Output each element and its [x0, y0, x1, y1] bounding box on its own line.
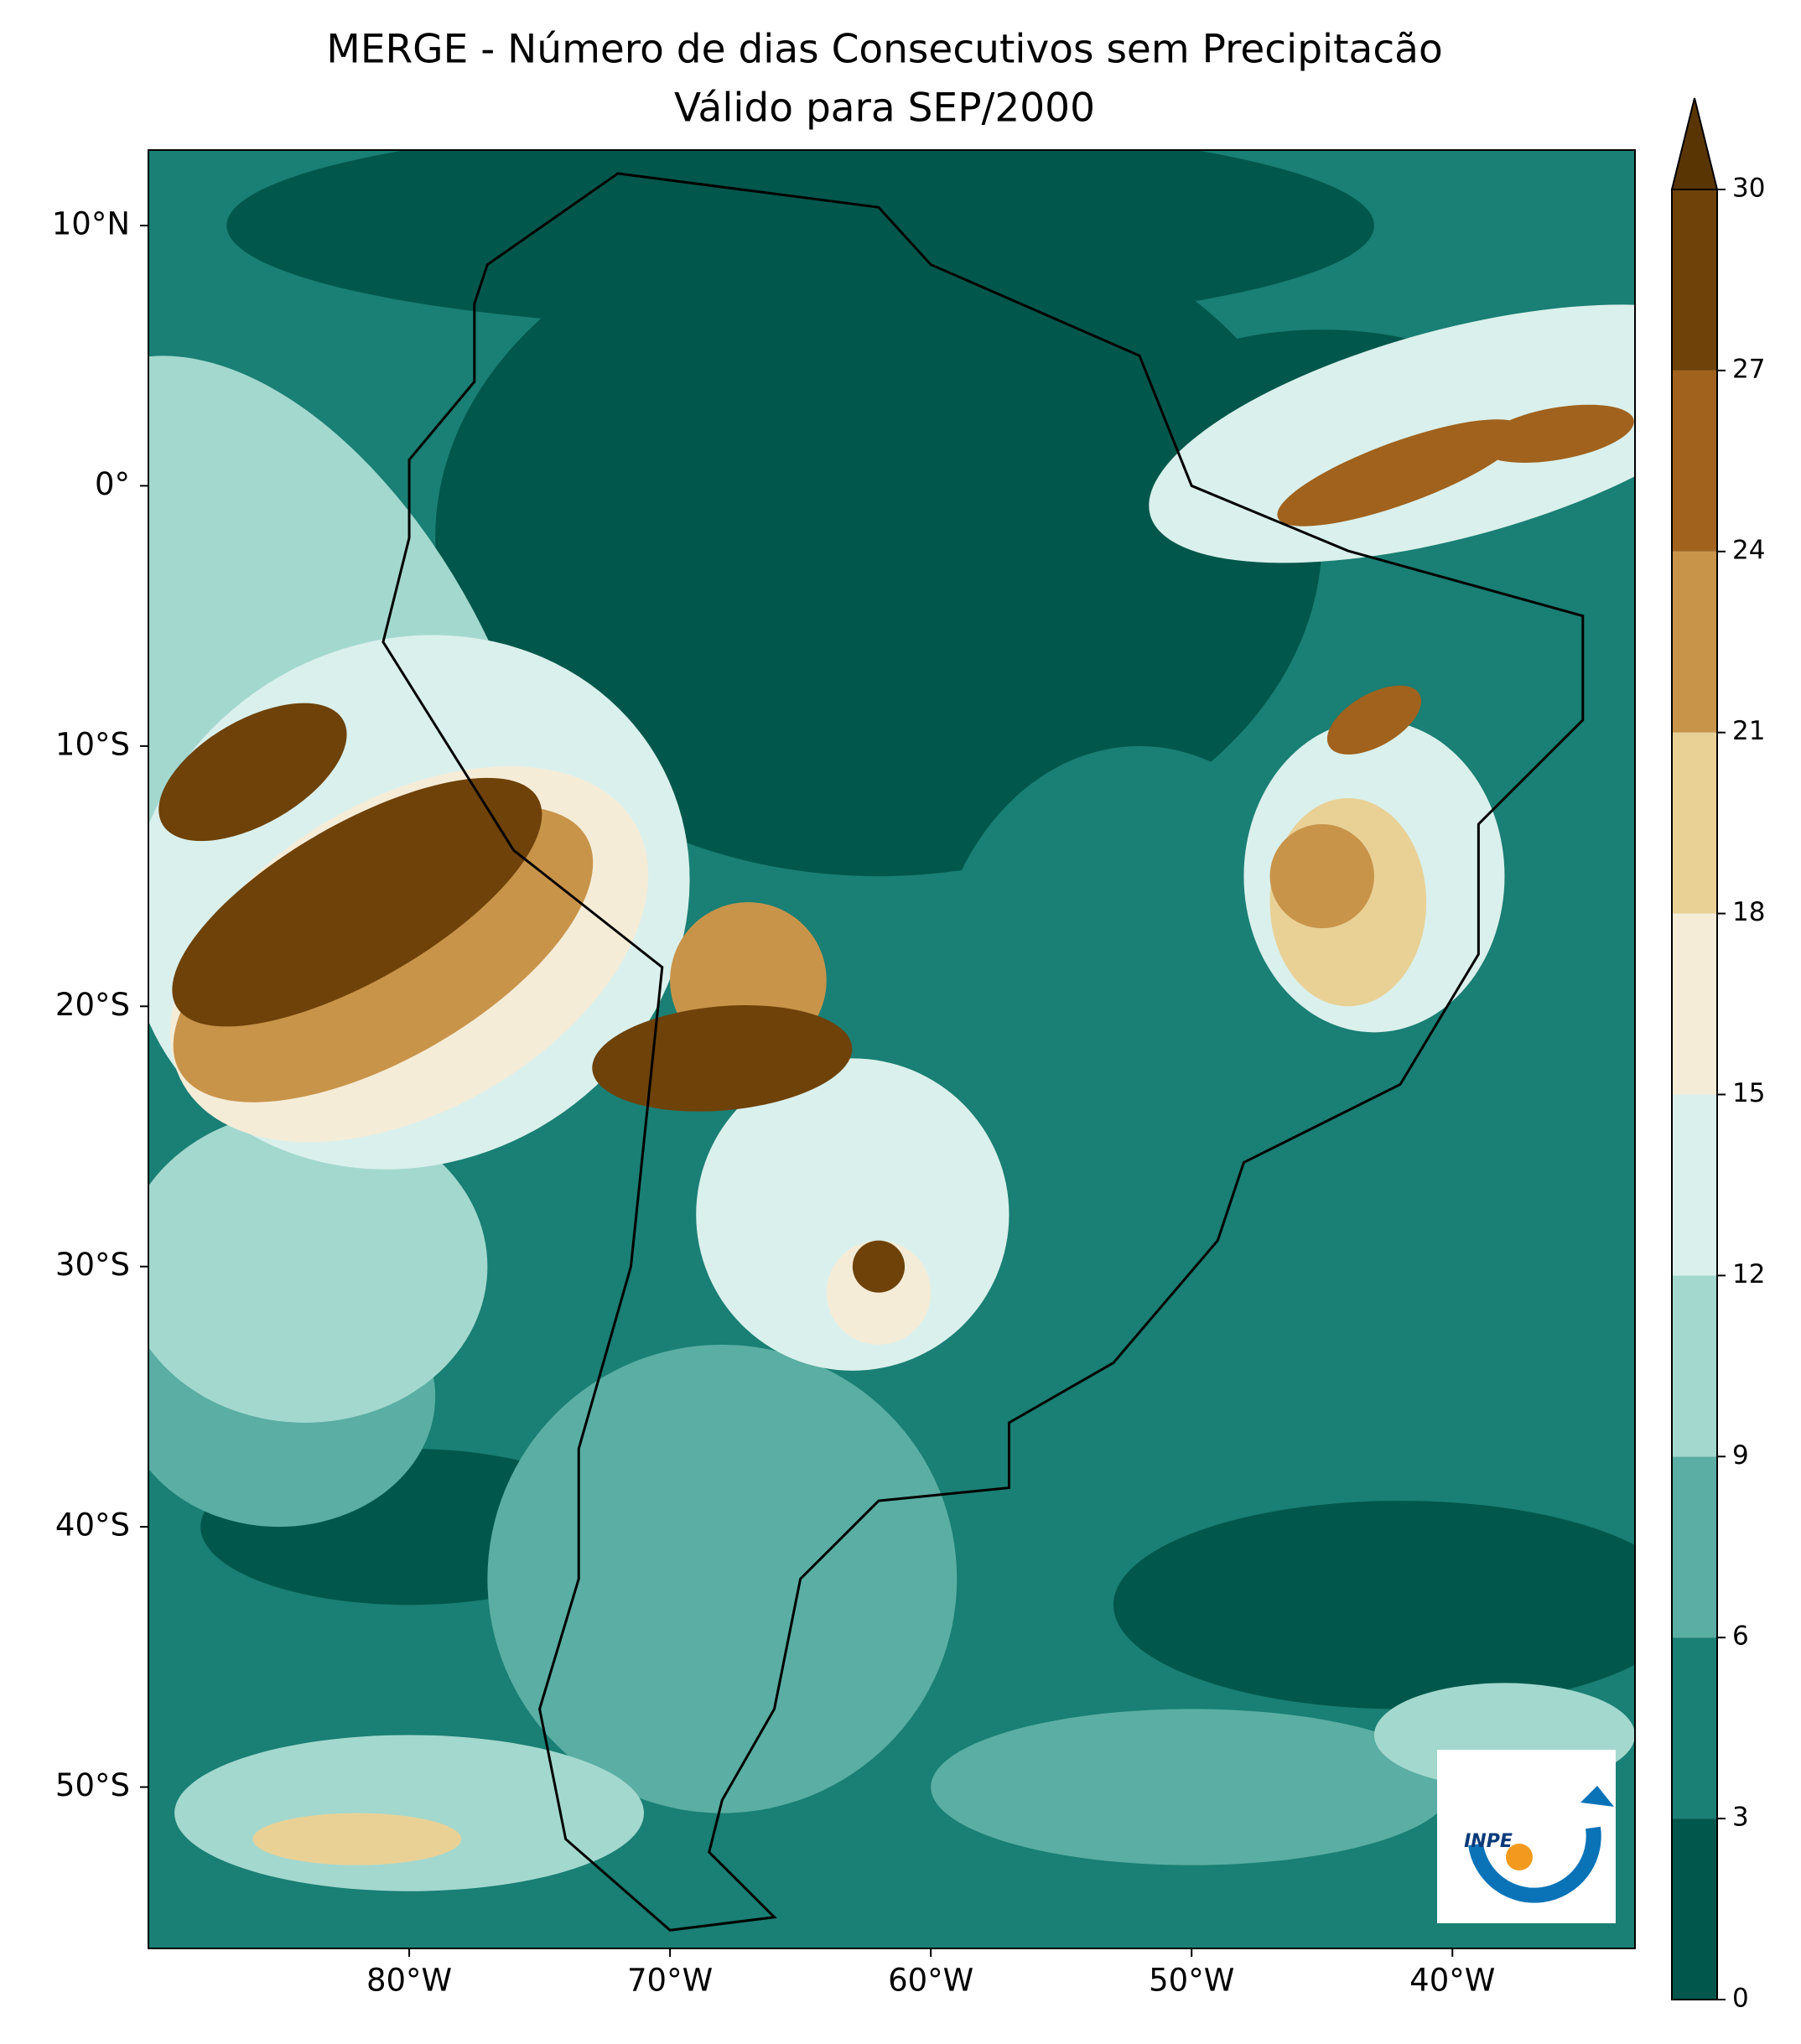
colorbar-segment: [1672, 1275, 1717, 1457]
field-patch: [1326, 685, 1422, 755]
colorbar-label: 9: [1732, 1440, 1749, 1471]
field-patch: [252, 1813, 462, 1865]
x-tick-label: 70°W: [627, 1963, 713, 1999]
field-patch: [174, 1735, 644, 1891]
map-field: [148, 150, 1635, 1948]
logo: INPE: [1437, 1750, 1616, 1923]
colorbar-label: 15: [1732, 1078, 1765, 1108]
logo-text: INPE: [1464, 1831, 1513, 1852]
colorbar-label: 3: [1732, 1803, 1749, 1833]
field-patch: [852, 1240, 906, 1293]
field-patch: [172, 777, 542, 1027]
colorbar-label: 27: [1732, 354, 1765, 384]
y-tick-label: 10°S: [55, 726, 130, 762]
field-patch: [435, 199, 1322, 877]
field-patch: [1269, 823, 1374, 929]
colorbar-segment: [1672, 1094, 1717, 1276]
colorbar-extend: [1670, 97, 1719, 190]
chart-title: MERGE - Número de dias Consecutivos sem …: [326, 27, 1442, 73]
x-tick-label: 40°W: [1409, 1963, 1495, 1999]
colorbar-segment: [1672, 1637, 1717, 1819]
field-patch: [226, 150, 1374, 330]
colorbar-label: 0: [1732, 1984, 1749, 2014]
colorbar-label: 18: [1732, 897, 1765, 927]
colorbar-segment: [1672, 1818, 1717, 2000]
colorbar-segment: [1672, 551, 1717, 733]
colorbar-segment: [1672, 732, 1717, 914]
field-patch: [158, 703, 347, 842]
field-patch: [1277, 419, 1523, 527]
y-tick-label: 0°: [95, 466, 130, 502]
y-tick-label: 20°S: [55, 987, 130, 1023]
field-patch: [1479, 404, 1634, 463]
colorbar-segment: [1672, 189, 1717, 371]
colorbar-label: 24: [1732, 535, 1765, 565]
field-patch: [931, 1709, 1453, 1865]
field-patch: [592, 1005, 853, 1112]
x-tick-label: 60°W: [888, 1963, 973, 1999]
y-tick-label: 10°N: [52, 206, 130, 242]
colorbar-label: 30: [1732, 174, 1765, 204]
coastline: [381, 172, 1585, 1932]
colorbar-segment: [1672, 370, 1717, 552]
map-frame: [148, 149, 1636, 1949]
colorbar-label: 12: [1732, 1259, 1765, 1289]
colorbar-label: 21: [1732, 716, 1765, 746]
x-tick-label: 80°W: [366, 1963, 452, 1999]
y-tick-label: 30°S: [55, 1247, 130, 1283]
y-tick-label: 40°S: [55, 1507, 130, 1543]
colorbar-label: 6: [1732, 1621, 1749, 1652]
colorbar-segment: [1672, 1456, 1717, 1638]
x-tick-label: 50°W: [1149, 1963, 1234, 1999]
chart-subtitle: Válido para SEP/2000: [674, 86, 1095, 132]
colorbar-segment: [1672, 913, 1717, 1095]
field-patch: [1113, 1501, 1635, 1709]
field-patch: [487, 1344, 958, 1813]
field-patch: [148, 1110, 488, 1423]
y-tick-label: 50°S: [55, 1767, 130, 1803]
